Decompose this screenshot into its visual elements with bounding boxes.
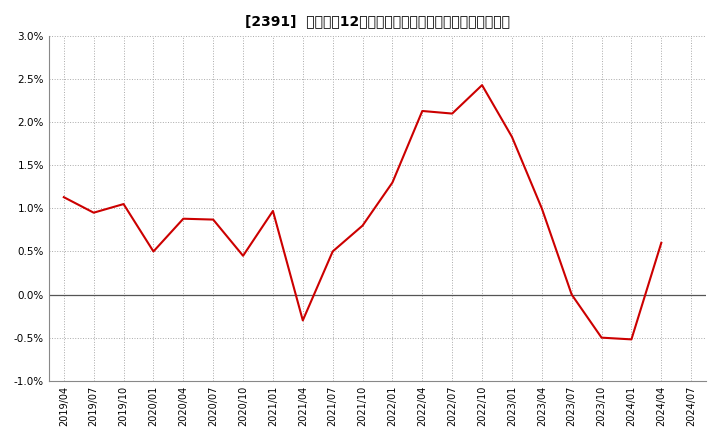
Title: [2391]  売上高の12か月移動合計の対前年同期増減率の推移: [2391] 売上高の12か月移動合計の対前年同期増減率の推移 xyxy=(245,14,510,28)
